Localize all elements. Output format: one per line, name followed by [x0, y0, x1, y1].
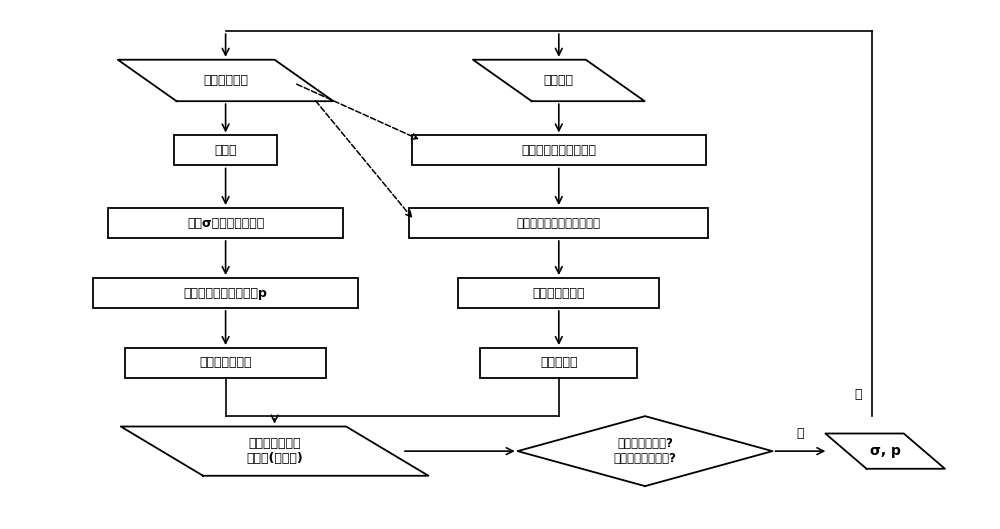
Text: 求特征值和主元，选择p: 求特征值和主元，选择p	[184, 287, 268, 299]
Text: 计算统计量上限: 计算统计量上限	[199, 357, 252, 369]
Bar	[458, 278, 659, 308]
Bar	[480, 348, 637, 378]
Text: 求特征值和主元: 求特征值和主元	[533, 287, 585, 299]
Text: 否: 否	[854, 388, 861, 400]
Text: 计算统计量: 计算统计量	[540, 357, 578, 369]
Text: 标准化: 标准化	[214, 144, 237, 157]
Bar	[412, 135, 706, 166]
Bar	[93, 278, 358, 308]
Text: σ, p: σ, p	[870, 444, 901, 458]
Bar	[108, 208, 343, 238]
Text: 正常工况数据: 正常工况数据	[203, 74, 248, 87]
Text: 选择σ，求自身核矩阵: 选择σ，求自身核矩阵	[187, 216, 264, 230]
Bar	[125, 348, 326, 378]
Bar	[409, 208, 708, 238]
Text: 是: 是	[797, 427, 804, 440]
Text: 故障数据: 故障数据	[544, 74, 574, 87]
Text: 检出率满足要求?
检出率趋于收敛解?: 检出率满足要求? 检出率趋于收敛解?	[614, 437, 676, 465]
Text: 超出上限的样本
百分率(检出率): 超出上限的样本 百分率(检出率)	[246, 437, 303, 465]
Text: 用正常工况数据标准化: 用正常工况数据标准化	[521, 144, 596, 157]
Text: 求与正常工况数据的核矩阵: 求与正常工况数据的核矩阵	[517, 216, 601, 230]
Bar	[174, 135, 277, 166]
